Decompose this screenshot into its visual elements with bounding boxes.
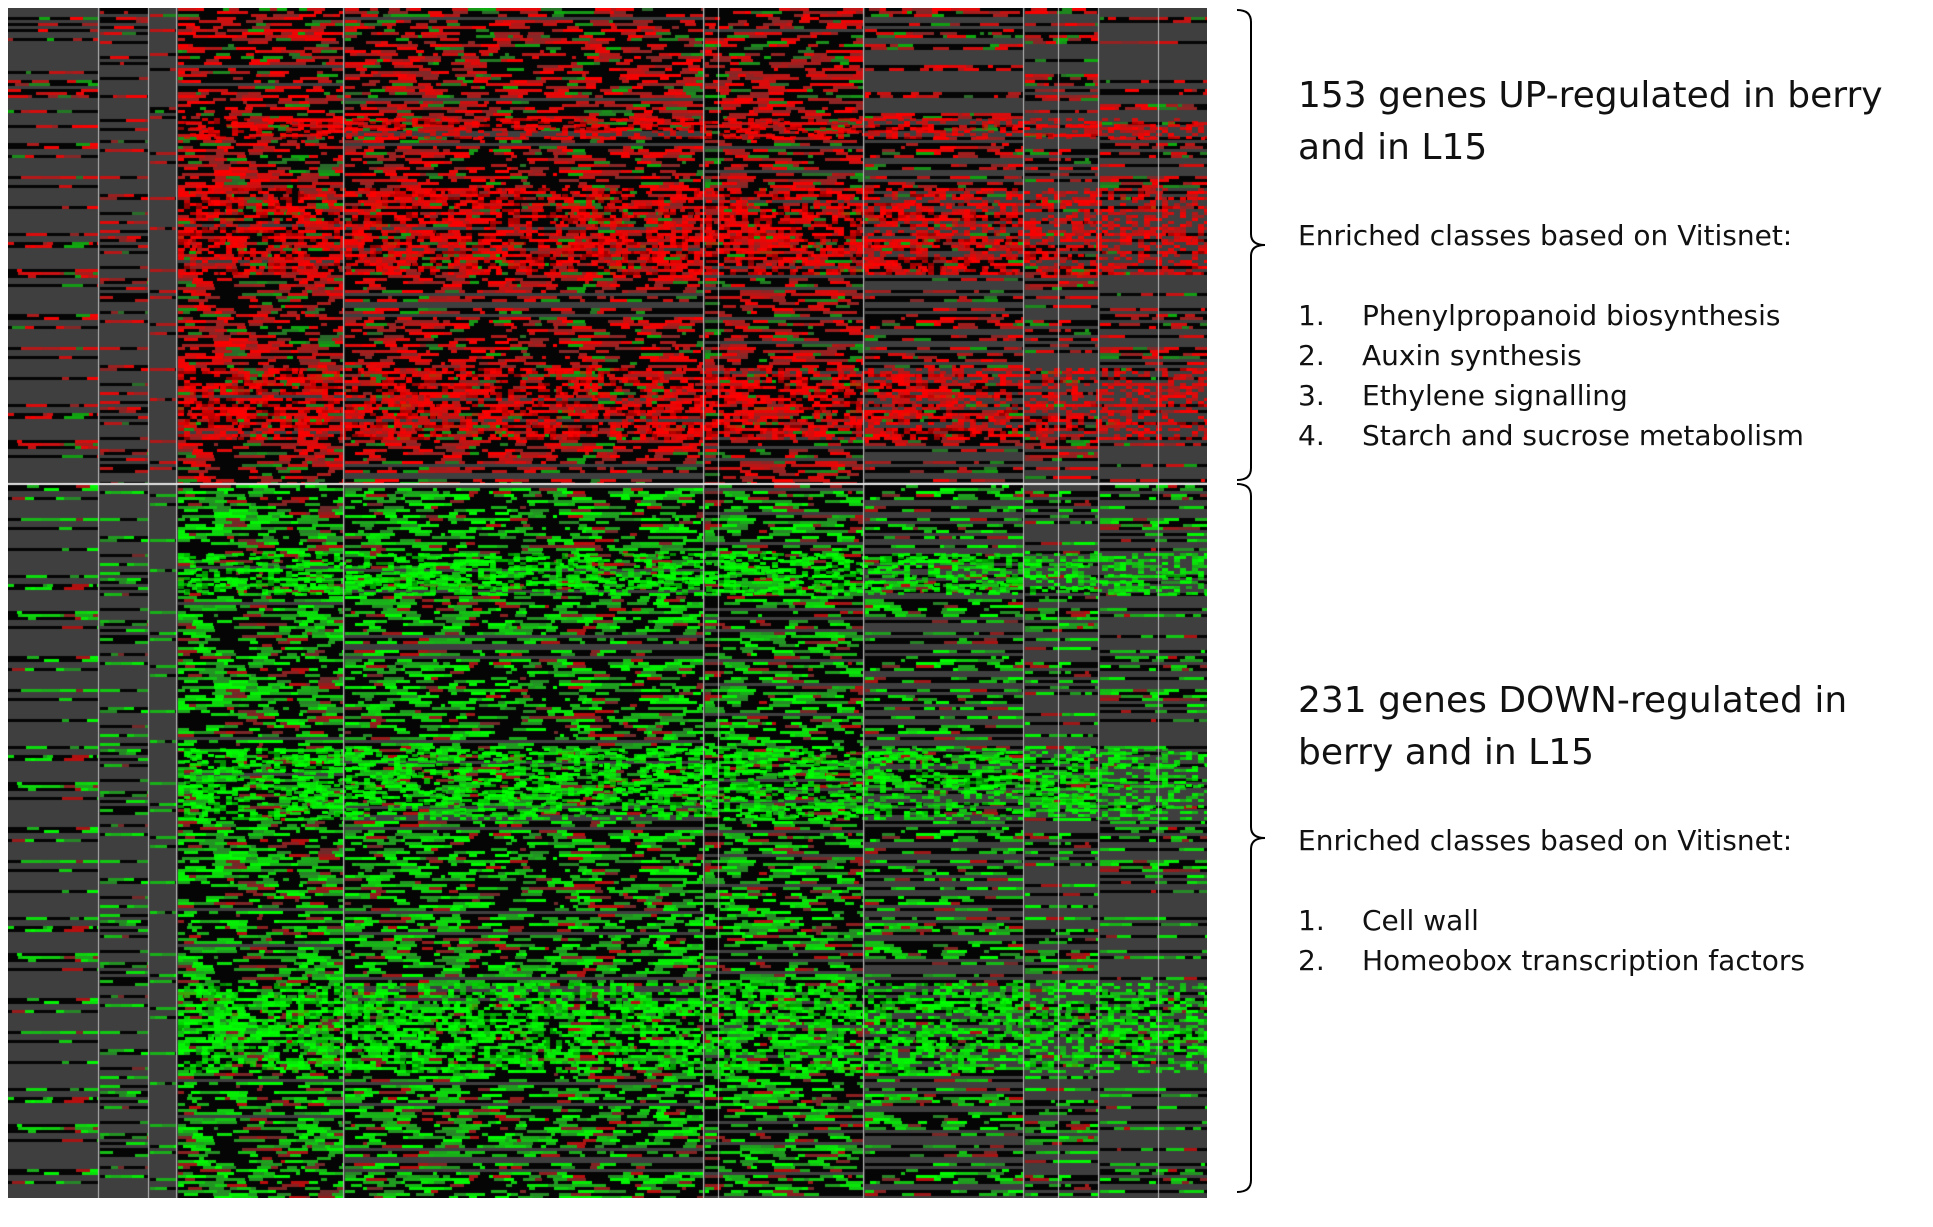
list-item-label: Cell wall: [1362, 904, 1479, 937]
list-item-number: 2.: [1298, 944, 1325, 977]
up-cluster-brace: [1236, 9, 1266, 481]
list-item: 4. Starch and sucrose metabolism: [1298, 416, 1928, 456]
list-item-number: 1.: [1298, 299, 1325, 332]
down-group-headline: 231 genes DOWN-regulated in berry and in…: [1298, 680, 1848, 773]
up-group-legend: 153 genes UP-regulated in berry and in L…: [1298, 70, 1928, 456]
list-item-number: 4.: [1298, 419, 1325, 452]
down-group-subtitle: Enriched classes based on Vitisnet:: [1298, 824, 1793, 857]
up-group-subtitle: Enriched classes based on Vitisnet:: [1298, 219, 1793, 252]
list-item: 2. Auxin synthesis: [1298, 336, 1928, 376]
list-item: 1. Phenylpropanoid biosynthesis: [1298, 296, 1928, 336]
down-group-legend: 231 genes DOWN-regulated in berry and in…: [1298, 675, 1928, 981]
expression-heatmap: [8, 8, 1207, 1198]
list-item-label: Homeobox transcription factors: [1362, 944, 1805, 977]
list-item-label: Auxin synthesis: [1362, 339, 1582, 372]
list-item-number: 3.: [1298, 379, 1325, 412]
heatmap-cells: [8, 8, 1207, 1198]
list-item-label: Starch and sucrose metabolism: [1362, 419, 1804, 452]
up-group-headline: 153 genes UP-regulated in berry and in L…: [1298, 75, 1883, 168]
list-item-label: Phenylpropanoid biosynthesis: [1362, 299, 1781, 332]
down-cluster-brace: [1236, 483, 1266, 1193]
list-item-label: Ethylene signalling: [1362, 379, 1628, 412]
list-item: 1. Cell wall: [1298, 901, 1928, 941]
list-item-number: 1.: [1298, 904, 1325, 937]
list-item: 3. Ethylene signalling: [1298, 376, 1928, 416]
up-enriched-classes: 1. Phenylpropanoid biosynthesis 2. Auxin s…: [1298, 296, 1928, 456]
list-item-number: 2.: [1298, 339, 1325, 372]
down-enriched-classes: 1. Cell wall 2. Homeobox transcription fac…: [1298, 901, 1928, 981]
list-item: 2. Homeobox transcription factors: [1298, 941, 1928, 981]
